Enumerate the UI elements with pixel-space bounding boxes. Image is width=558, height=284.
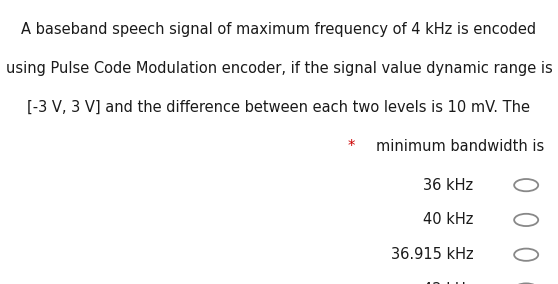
Text: minimum bandwidth is: minimum bandwidth is <box>376 139 544 154</box>
Text: [-3 V, 3 V] and the difference between each two levels is 10 mV. The: [-3 V, 3 V] and the difference between e… <box>27 100 531 115</box>
Text: 36.915 kHz: 36.915 kHz <box>391 247 473 262</box>
Text: 40 kHz: 40 kHz <box>423 212 473 227</box>
Text: 42 kHz: 42 kHz <box>423 282 473 284</box>
Text: A baseband speech signal of maximum frequency of 4 kHz is encoded: A baseband speech signal of maximum freq… <box>21 22 537 37</box>
Text: *: * <box>347 139 354 154</box>
Text: using Pulse Code Modulation encoder, if the signal value dynamic range is: using Pulse Code Modulation encoder, if … <box>6 61 552 76</box>
Text: 36 kHz: 36 kHz <box>423 178 473 193</box>
